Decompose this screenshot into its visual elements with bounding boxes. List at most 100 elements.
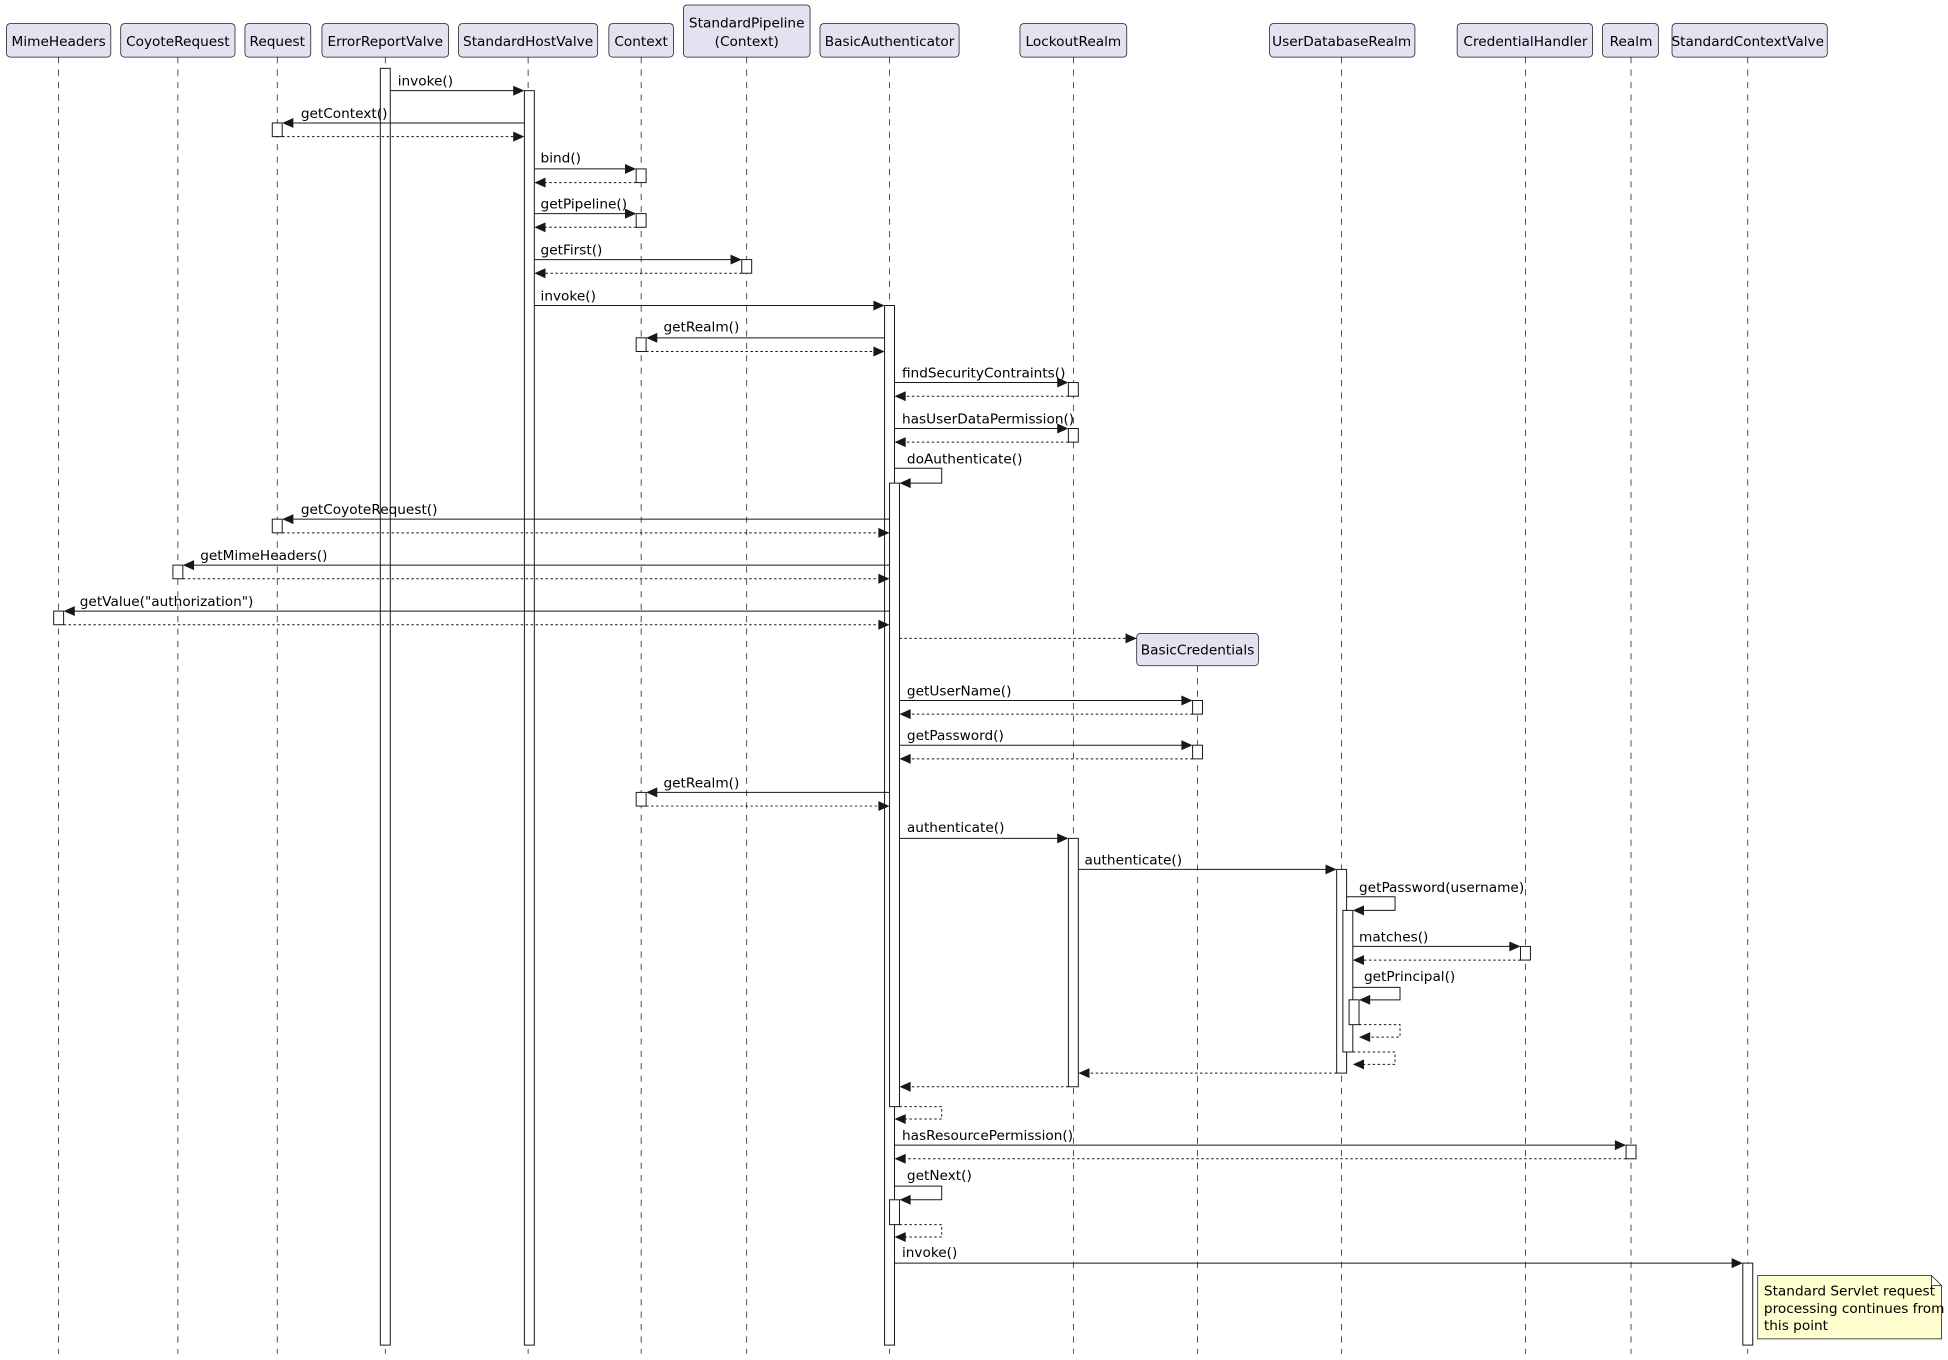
arrowhead (878, 619, 890, 630)
message-label: getPassword() (907, 728, 1004, 744)
message-label: getUserName() (907, 684, 1012, 700)
participant-label: Realm (1610, 34, 1653, 50)
activation (1192, 699, 1204, 715)
participant-box (120, 23, 236, 58)
arrowhead (624, 163, 637, 174)
participant-label: Request (249, 34, 305, 50)
participant-label: StandardPipeline (689, 15, 805, 31)
message-label: getPassword(username) (1359, 880, 1524, 896)
arrowhead (1325, 864, 1337, 875)
message-label: getRealm() (663, 320, 739, 336)
activation (271, 122, 283, 138)
activation (1067, 837, 1079, 1088)
activation (172, 564, 184, 580)
arrowhead (646, 332, 658, 343)
participant-box (1269, 23, 1416, 58)
activation (1742, 1262, 1754, 1346)
activation (523, 90, 535, 1346)
participant-label: LockoutRealm (1025, 34, 1121, 50)
message-label: invoke() (541, 289, 596, 305)
activation (379, 67, 391, 1346)
arrowhead (534, 222, 546, 233)
participant-label: BasicCredentials (1141, 643, 1255, 659)
message-label: getContext() (301, 106, 388, 122)
activation (1067, 382, 1079, 397)
message-label: hasResourcePermission() (902, 1128, 1073, 1144)
message-label: getCoyoteRequest() (301, 502, 438, 518)
arrowhead (182, 560, 195, 571)
participant-box (608, 23, 674, 58)
note-text: Standard Servlet request (1764, 1283, 1936, 1299)
arrowhead (899, 753, 911, 764)
arrowhead (624, 208, 637, 219)
message-label: findSecurityContraints() (902, 366, 1065, 382)
participant-label: StandardHostValve (463, 34, 593, 50)
activation (1625, 1144, 1637, 1160)
arrowhead (899, 709, 911, 720)
arrowhead (730, 254, 742, 265)
participant-label: UserDatabaseRealm (1272, 34, 1411, 50)
arrowhead (534, 177, 546, 188)
arrowhead (878, 801, 890, 812)
message-label: getPrincipal() (1364, 969, 1455, 985)
message-label: authenticate() (1085, 852, 1183, 868)
activation (1067, 427, 1079, 443)
participant-box (1602, 23, 1659, 58)
message-label: getMimeHeaders() (200, 548, 327, 564)
participant-box (1136, 633, 1259, 667)
arrowhead (1078, 1068, 1090, 1079)
arrowhead (534, 268, 546, 279)
message-label: matches() (1359, 929, 1428, 945)
participant-box (1019, 23, 1128, 58)
participant-label: Context (614, 34, 668, 50)
arrowhead (894, 437, 906, 448)
return-arrow (1359, 1024, 1401, 1038)
note-text: processing continues from (1764, 1301, 1945, 1317)
activation (1519, 945, 1531, 961)
participant-box (819, 23, 960, 58)
return-arrow (896, 1106, 943, 1120)
arrowhead (1509, 941, 1521, 952)
arrowhead (1352, 905, 1364, 916)
arrowhead (646, 787, 658, 798)
activation (635, 213, 647, 228)
participant-box (1671, 23, 1828, 58)
return-arrow (896, 1224, 943, 1238)
arrowhead (1181, 695, 1193, 706)
participant-box (1456, 23, 1593, 58)
message-arrow (1352, 986, 1401, 1001)
message-label: hasUserDataPermission() (902, 412, 1074, 428)
arrowhead (1057, 377, 1069, 388)
activation (53, 610, 65, 626)
note (1757, 1275, 1942, 1340)
activation (1348, 999, 1360, 1026)
arrowhead (1125, 633, 1137, 644)
participant-box (682, 4, 811, 58)
activation (1192, 744, 1204, 760)
arrowhead (1359, 994, 1371, 1005)
activation (741, 259, 753, 274)
participant-label: (Context) (715, 34, 779, 50)
arrowhead (878, 573, 890, 584)
arrowhead (1731, 1258, 1743, 1269)
arrowhead (873, 300, 885, 311)
participant-label: CoyoteRequest (126, 34, 230, 50)
arrowhead (1352, 955, 1364, 966)
return-arrow (1352, 1051, 1396, 1065)
arrowhead (899, 1194, 911, 1205)
arrowhead (894, 1232, 906, 1243)
participant-box (458, 23, 599, 58)
arrowhead (282, 117, 294, 128)
arrowhead (1181, 740, 1193, 751)
participant-label: MimeHeaders (12, 34, 106, 50)
message-arrow (1346, 896, 1396, 911)
activation (1342, 909, 1354, 1053)
participant-box (244, 23, 312, 58)
arrowhead (894, 391, 906, 402)
message-label: doAuthenticate() (907, 451, 1023, 467)
arrowhead (282, 514, 294, 525)
arrowhead (894, 1153, 906, 1164)
message-label: getValue("authorization") (80, 594, 254, 610)
message-label: getFirst() (541, 243, 603, 259)
message-label: getPipeline() (541, 197, 628, 213)
